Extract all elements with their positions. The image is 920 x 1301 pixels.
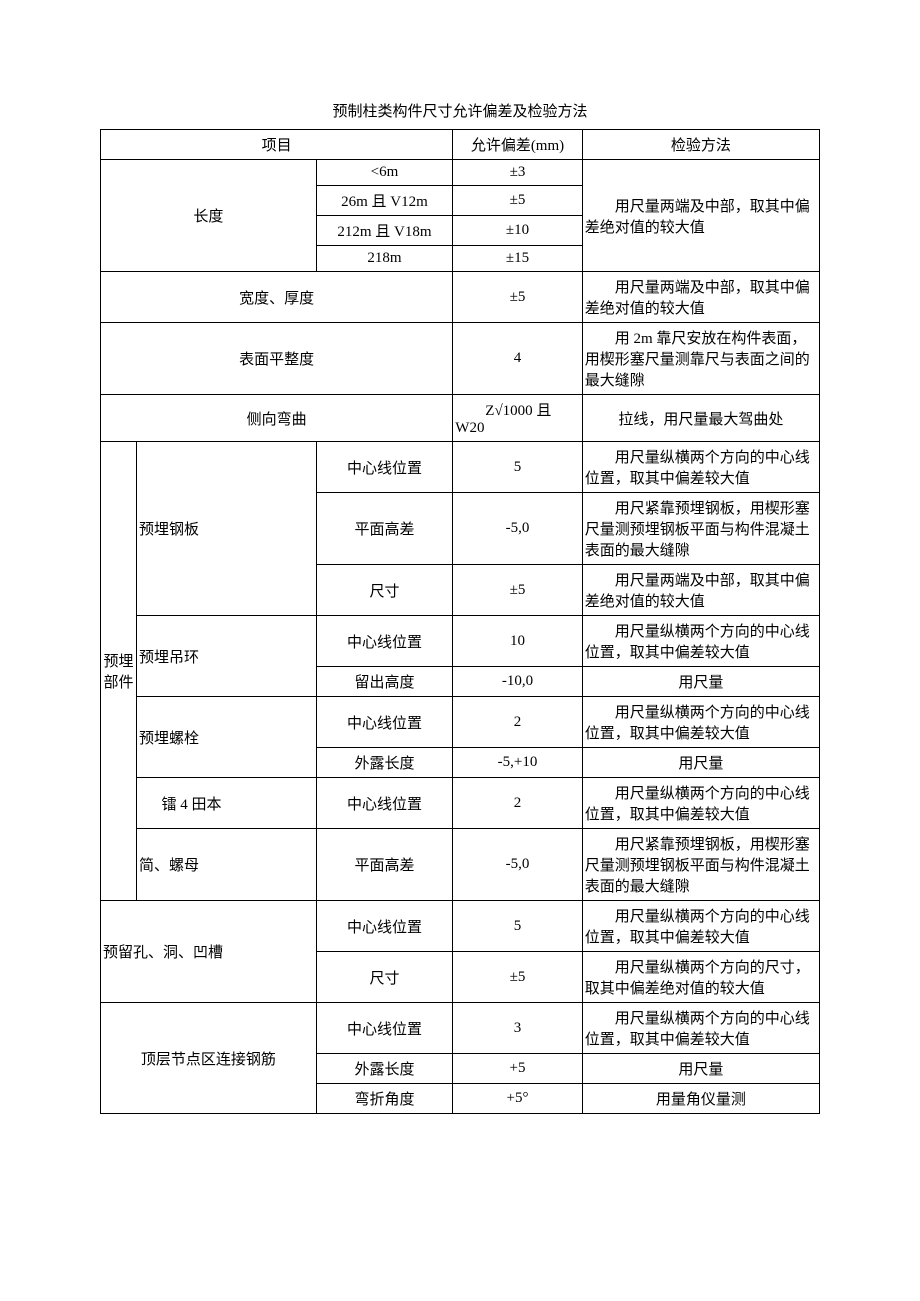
bend-row: 侧向弯曲 Z√1000 且W20 拉线，用尺量最大驾曲处 [101, 395, 820, 442]
bolt-expose-lbl: 外露长度 [316, 748, 453, 778]
length-r3-range: 212m 且 V18m [316, 216, 453, 246]
hole-label: 预留孔、洞、凹槽 [101, 901, 317, 1003]
length-r1-range: <6m [316, 160, 453, 186]
bolt-center-val: 2 [453, 697, 582, 748]
sleeve-a-center-lbl: 中心线位置 [316, 778, 453, 829]
plate-level-method: 用尺紧靠预埋钢板，用楔形塞尺量测预埋钢板平面与构件混凝土表面的最大缝隙 [582, 493, 819, 565]
rebar-expose-val: +5 [453, 1054, 582, 1084]
bolt-center-lbl: 中心线位置 [316, 697, 453, 748]
plate-size-lbl: 尺寸 [316, 565, 453, 616]
rebar-angle-val: +5° [453, 1084, 582, 1114]
ring-center-row: 预埋吊环 中心线位置 10 用尺量纵横两个方向的中心线位置，取其中偏差较大值 [101, 616, 820, 667]
ring-label: 预埋吊环 [136, 616, 316, 697]
rebar-angle-lbl: 弯折角度 [316, 1084, 453, 1114]
table-title: 预制柱类构件尺寸允许偏差及检验方法 [100, 100, 820, 121]
rebar-expose-lbl: 外露长度 [316, 1054, 453, 1084]
ring-center-lbl: 中心线位置 [316, 616, 453, 667]
ring-height-lbl: 留出高度 [316, 667, 453, 697]
header-item: 项目 [101, 130, 453, 160]
flatness-method: 用 2m 靠尺安放在构件表面，用楔形塞尺量测靠尺与表面之间的最大缝隙 [582, 323, 819, 395]
length-r3-val: ±10 [453, 216, 582, 246]
sleeve-b-level-val: -5,0 [453, 829, 582, 901]
bolt-label: 预埋螺栓 [136, 697, 316, 778]
flatness-val: 4 [453, 323, 582, 395]
width-label: 宽度、厚度 [101, 272, 453, 323]
rebar-center-row: 顶层节点区连接钢筋 中心线位置 3 用尺量纵横两个方向的中心线位置，取其中偏差较… [101, 1003, 820, 1054]
hole-center-lbl: 中心线位置 [316, 901, 453, 952]
header-method: 检验方法 [582, 130, 819, 160]
length-r1-val: ±3 [453, 160, 582, 186]
plate-center-row: 预埋部件 预埋钢板 中心线位置 5 用尺量纵横两个方向的中心线位置，取其中偏差较… [101, 442, 820, 493]
hole-center-val: 5 [453, 901, 582, 952]
tolerance-table: 项目 允许偏差(mm) 检验方法 长度 <6m ±3 用尺量两端及中部，取其中偏… [100, 129, 820, 1114]
width-row: 宽度、厚度 ±5 用尺量两端及中部，取其中偏差绝对值的较大值 [101, 272, 820, 323]
plate-center-method: 用尺量纵横两个方向的中心线位置，取其中偏差较大值 [582, 442, 819, 493]
bolt-expose-method: 用尺量 [582, 748, 819, 778]
rebar-center-val: 3 [453, 1003, 582, 1054]
ring-height-method: 用尺量 [582, 667, 819, 697]
length-r2-val: ±5 [453, 186, 582, 216]
plate-level-lbl: 平面高差 [316, 493, 453, 565]
sleeve-a-label: 镭 4 田本 [136, 778, 316, 829]
ring-center-val: 10 [453, 616, 582, 667]
plate-label: 预埋钢板 [136, 442, 316, 616]
plate-center-val: 5 [453, 442, 582, 493]
bolt-center-row: 预埋螺栓 中心线位置 2 用尺量纵横两个方向的中心线位置，取其中偏差较大值 [101, 697, 820, 748]
plate-size-method: 用尺量两端及中部，取其中偏差绝对值的较大值 [582, 565, 819, 616]
bend-label: 侧向弯曲 [101, 395, 453, 442]
header-row: 项目 允许偏差(mm) 检验方法 [101, 130, 820, 160]
length-label: 长度 [101, 160, 317, 272]
header-tolerance: 允许偏差(mm) [453, 130, 582, 160]
ring-center-method: 用尺量纵横两个方向的中心线位置，取其中偏差较大值 [582, 616, 819, 667]
sleeve-a-row: 镭 4 田本 中心线位置 2 用尺量纵横两个方向的中心线位置，取其中偏差较大值 [101, 778, 820, 829]
hole-center-method: 用尺量纵横两个方向的中心线位置，取其中偏差较大值 [582, 901, 819, 952]
width-val: ±5 [453, 272, 582, 323]
sleeve-b-level-method: 用尺紧靠预埋钢板，用楔形塞尺量测预埋钢板平面与构件混凝土表面的最大缝隙 [582, 829, 819, 901]
sleeve-b-row: 简、螺母 平面高差 -5,0 用尺紧靠预埋钢板，用楔形塞尺量测预埋钢板平面与构件… [101, 829, 820, 901]
bend-method: 拉线，用尺量最大驾曲处 [582, 395, 819, 442]
sleeve-a-center-method: 用尺量纵横两个方向的中心线位置，取其中偏差较大值 [582, 778, 819, 829]
bolt-center-method: 用尺量纵横两个方向的中心线位置，取其中偏差较大值 [582, 697, 819, 748]
length-r2-range: 26m 且 V12m [316, 186, 453, 216]
hole-size-method: 用尺量纵横两个方向的尺寸，取其中偏差绝对值的较大值 [582, 952, 819, 1003]
hole-size-val: ±5 [453, 952, 582, 1003]
plate-level-val: -5,0 [453, 493, 582, 565]
length-r4-val: ±15 [453, 246, 582, 272]
sleeve-b-level-lbl: 平面高差 [316, 829, 453, 901]
embed-group-label: 预埋部件 [101, 442, 137, 901]
length-method: 用尺量两端及中部，取其中偏差绝对值的较大值 [582, 160, 819, 272]
width-method: 用尺量两端及中部，取其中偏差绝对值的较大值 [582, 272, 819, 323]
flatness-row: 表面平整度 4 用 2m 靠尺安放在构件表面，用楔形塞尺量测靠尺与表面之间的最大… [101, 323, 820, 395]
bolt-expose-val: -5,+10 [453, 748, 582, 778]
rebar-expose-method: 用尺量 [582, 1054, 819, 1084]
rebar-center-lbl: 中心线位置 [316, 1003, 453, 1054]
bend-val: Z√1000 且W20 [453, 395, 582, 442]
rebar-angle-method: 用量角仪量测 [582, 1084, 819, 1114]
length-row-1: 长度 <6m ±3 用尺量两端及中部，取其中偏差绝对值的较大值 [101, 160, 820, 186]
hole-center-row: 预留孔、洞、凹槽 中心线位置 5 用尺量纵横两个方向的中心线位置，取其中偏差较大… [101, 901, 820, 952]
length-r4-range: 218m [316, 246, 453, 272]
rebar-label: 顶层节点区连接钢筋 [101, 1003, 317, 1114]
sleeve-b-label: 简、螺母 [136, 829, 316, 901]
flatness-label: 表面平整度 [101, 323, 453, 395]
plate-center-lbl: 中心线位置 [316, 442, 453, 493]
sleeve-a-center-val: 2 [453, 778, 582, 829]
hole-size-lbl: 尺寸 [316, 952, 453, 1003]
plate-size-val: ±5 [453, 565, 582, 616]
ring-height-val: -10,0 [453, 667, 582, 697]
rebar-center-method: 用尺量纵横两个方向的中心线位置，取其中偏差较大值 [582, 1003, 819, 1054]
